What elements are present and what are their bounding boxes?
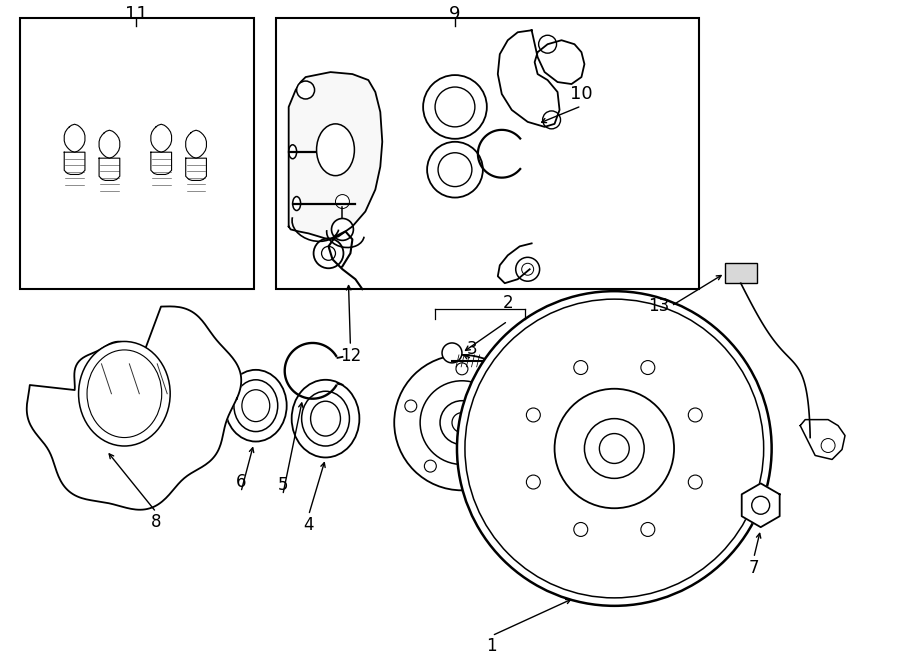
Ellipse shape: [292, 380, 359, 457]
Text: 4: 4: [303, 516, 314, 534]
Circle shape: [688, 475, 702, 489]
Circle shape: [641, 360, 655, 375]
Circle shape: [428, 142, 483, 198]
Circle shape: [526, 408, 540, 422]
Circle shape: [488, 460, 500, 472]
Bar: [275, 19, 699, 289]
Circle shape: [538, 35, 556, 53]
Bar: [20, 19, 254, 289]
Text: 12: 12: [340, 347, 361, 365]
Circle shape: [507, 400, 519, 412]
Circle shape: [574, 360, 588, 375]
Text: 13: 13: [648, 297, 669, 315]
Circle shape: [574, 522, 588, 537]
Circle shape: [821, 438, 835, 453]
Polygon shape: [27, 307, 241, 510]
Circle shape: [336, 194, 349, 208]
Circle shape: [297, 81, 315, 99]
Circle shape: [599, 434, 629, 463]
Polygon shape: [742, 483, 779, 527]
Ellipse shape: [302, 391, 349, 446]
Circle shape: [543, 111, 561, 129]
Ellipse shape: [289, 145, 297, 159]
Circle shape: [423, 75, 487, 139]
Ellipse shape: [225, 370, 287, 442]
Text: 2: 2: [502, 294, 513, 312]
Text: 3: 3: [466, 340, 477, 358]
Circle shape: [456, 363, 468, 375]
Bar: [724, 263, 757, 283]
Polygon shape: [289, 72, 382, 239]
Circle shape: [394, 355, 530, 490]
Text: 6: 6: [236, 473, 246, 491]
Text: 5: 5: [277, 477, 288, 494]
Text: 8: 8: [151, 513, 161, 531]
Circle shape: [516, 257, 540, 281]
Circle shape: [313, 239, 344, 268]
Text: 11: 11: [125, 5, 148, 23]
Circle shape: [331, 219, 354, 241]
Text: 10: 10: [570, 85, 593, 103]
Text: 1: 1: [487, 637, 497, 654]
Ellipse shape: [292, 196, 301, 210]
Ellipse shape: [78, 342, 170, 446]
Text: 7: 7: [749, 559, 759, 577]
Circle shape: [465, 299, 764, 598]
Ellipse shape: [317, 124, 355, 176]
Circle shape: [452, 412, 472, 432]
Circle shape: [688, 408, 702, 422]
Circle shape: [425, 460, 436, 472]
Circle shape: [405, 400, 417, 412]
Text: 9: 9: [449, 5, 461, 23]
Circle shape: [526, 475, 540, 489]
Circle shape: [442, 343, 462, 363]
Circle shape: [457, 291, 771, 606]
Circle shape: [641, 522, 655, 537]
